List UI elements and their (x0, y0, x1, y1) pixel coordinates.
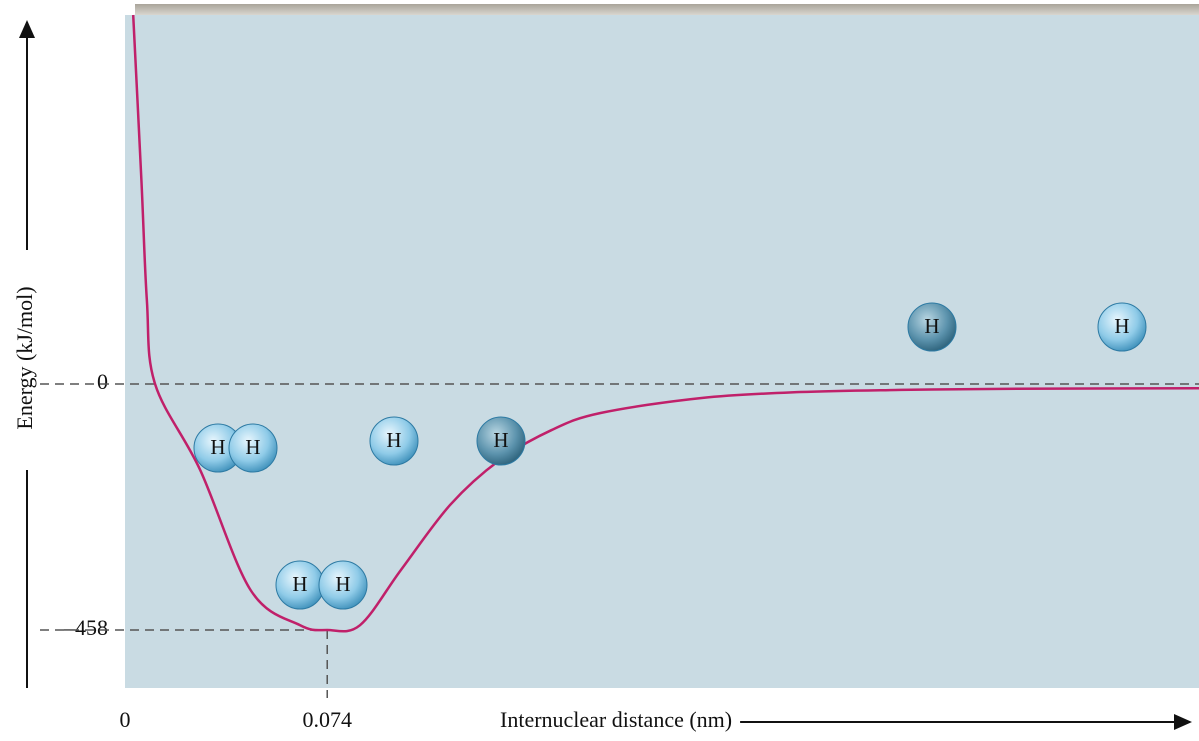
top-bar (135, 4, 1199, 15)
atom-label: H (292, 572, 307, 596)
atom-label: H (245, 435, 260, 459)
y-tick-label: 0 (97, 369, 108, 394)
atom-label: H (386, 428, 401, 452)
atom-label: H (1114, 314, 1129, 338)
page: Energy (kJ/mol) Internuclear distance (n… (0, 0, 1199, 741)
y-tick-label: –458 (63, 615, 108, 640)
x-axis-label: Internuclear distance (nm) (500, 707, 732, 732)
atom-label: H (335, 572, 350, 596)
x-tick-label: 0.074 (302, 707, 352, 732)
molecule: H (1098, 303, 1146, 351)
atom-label: H (493, 428, 508, 452)
molecule: H (477, 417, 525, 465)
y-axis-label: Energy (kJ/mol) (12, 286, 37, 429)
chart: Energy (kJ/mol) Internuclear distance (n… (0, 0, 1199, 741)
atom-label: H (924, 314, 939, 338)
molecule: H (370, 417, 418, 465)
atom-label: H (210, 435, 225, 459)
molecule: H (908, 303, 956, 351)
x-tick-label: 0 (120, 707, 131, 732)
